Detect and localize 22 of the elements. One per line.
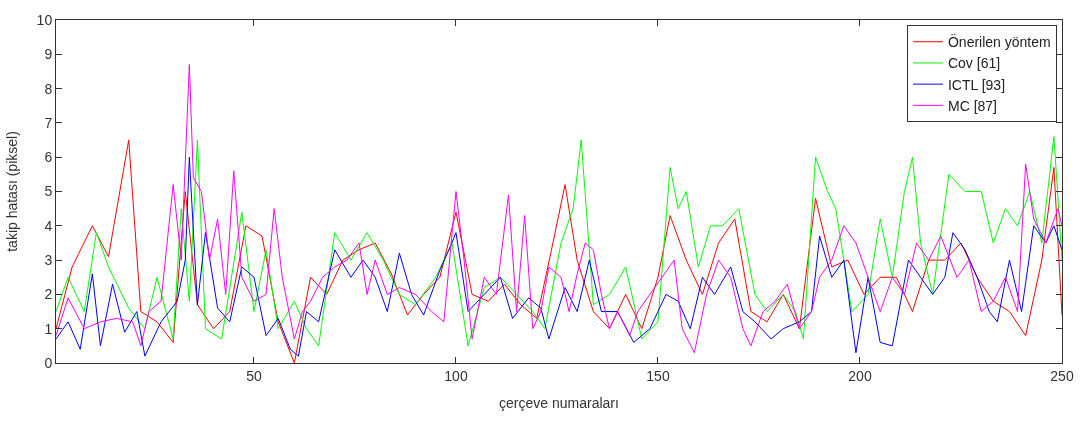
y-tick-label: 0 <box>44 354 53 371</box>
y-tick-label: 2 <box>44 286 53 303</box>
x-tick-label: 250 <box>1050 367 1074 384</box>
y-tick-label: 8 <box>44 80 53 97</box>
y-axis-title: takip hatası (piksel) <box>4 131 21 252</box>
legend-label: ICTL [93] <box>947 76 1006 93</box>
legend-label: MC [87] <box>947 97 997 114</box>
x-tick-label: 50 <box>246 367 262 384</box>
y-tick-label: 1 <box>44 320 53 337</box>
y-tick-label: 3 <box>44 252 53 268</box>
x-axis-title: çerçeve numaraları <box>499 395 619 412</box>
y-tick-label: 10 <box>36 11 53 28</box>
x-tick-label: 100 <box>444 367 468 384</box>
y-tick-label: 5 <box>44 183 53 200</box>
x-tick-label: 150 <box>646 367 670 384</box>
legend-label: Önerilen yöntem <box>947 33 1051 51</box>
y-tick-label: 7 <box>44 114 53 131</box>
x-tick-label: 200 <box>848 367 872 384</box>
y-tick-label: 9 <box>44 46 53 63</box>
legend-label: Cov [61] <box>947 55 1001 72</box>
y-tick-label: 4 <box>44 217 53 234</box>
y-tick-label: 6 <box>44 149 53 166</box>
